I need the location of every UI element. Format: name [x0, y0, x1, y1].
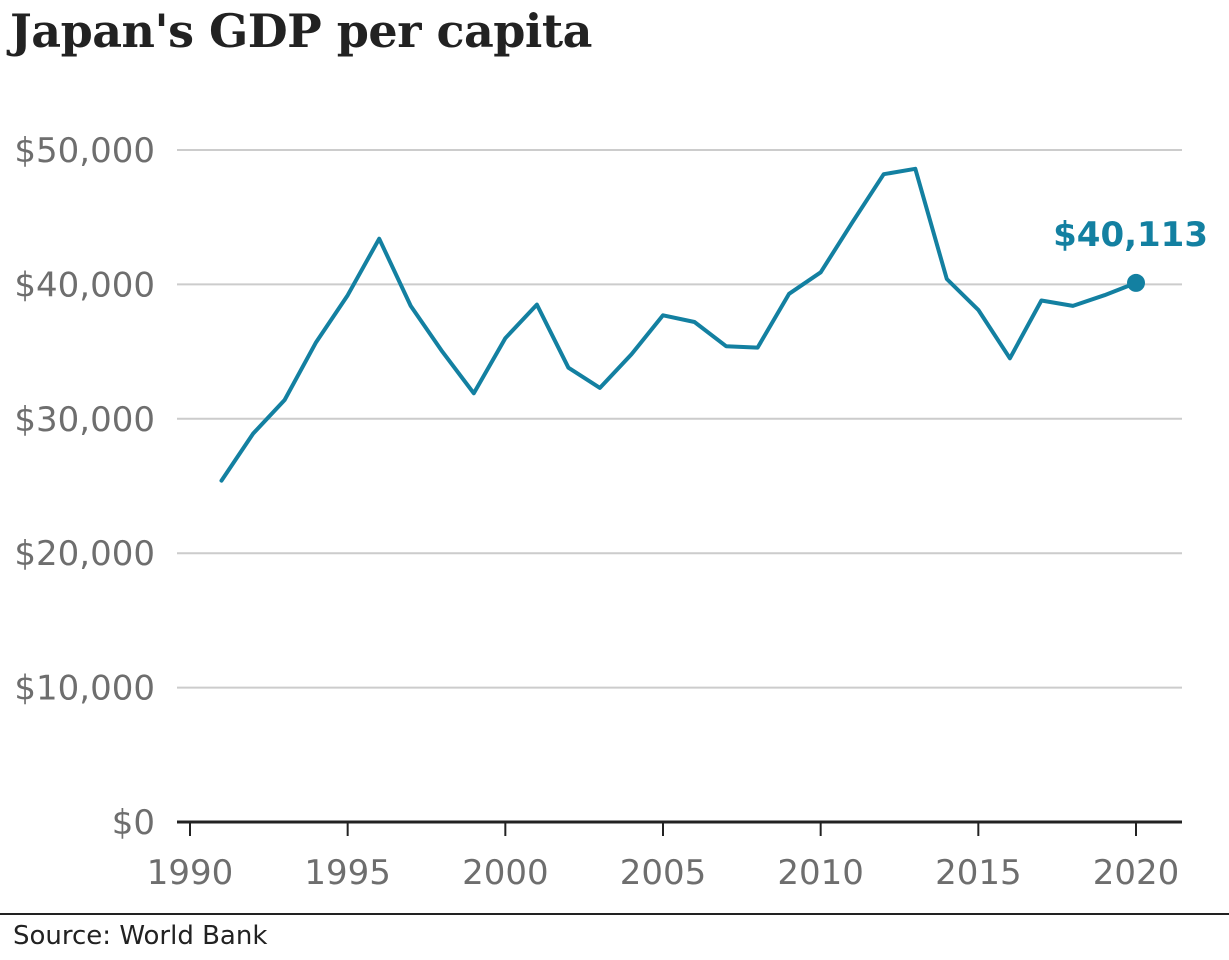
x-tick-label: 2005 [620, 853, 707, 893]
annotations: $40,113 [1053, 215, 1208, 292]
x-tick-label: 2010 [777, 853, 864, 893]
endpoint-value-label: $40,113 [1053, 215, 1208, 255]
series-line [219, 166, 1138, 483]
x-tick-label: 2015 [935, 853, 1022, 893]
footer-divider [0, 913, 1229, 915]
gridlines [177, 149, 1182, 689]
x-tick-label: 1990 [147, 853, 234, 893]
source-note: Source: World Bank [13, 921, 268, 951]
y-tick-label: $20,000 [14, 534, 155, 574]
chart-title: Japan's GDP per capita [10, 4, 592, 58]
y-tick-labels: $0 $10,000 $20,000 $30,000 $40,000 $50,000 [14, 131, 155, 843]
y-tick-label: $0 [112, 803, 155, 843]
y-tick-label: $10,000 [14, 669, 155, 709]
x-tick-label: 2000 [462, 853, 549, 893]
x-tick-label: 1995 [304, 853, 391, 893]
line-chart: $0 $10,000 $20,000 $30,000 $40,000 $50,000 19… [14, 131, 1208, 893]
y-tick-label: $40,000 [14, 265, 155, 305]
endpoint-marker [1127, 273, 1145, 292]
y-tick-label: $30,000 [14, 400, 155, 440]
x-tick-label: 2020 [1093, 853, 1180, 893]
series [219, 166, 1138, 483]
y-tick-label: $50,000 [14, 131, 155, 171]
x-axis: 1990 1995 2000 2005 2010 2015 2020 [147, 820, 1182, 893]
